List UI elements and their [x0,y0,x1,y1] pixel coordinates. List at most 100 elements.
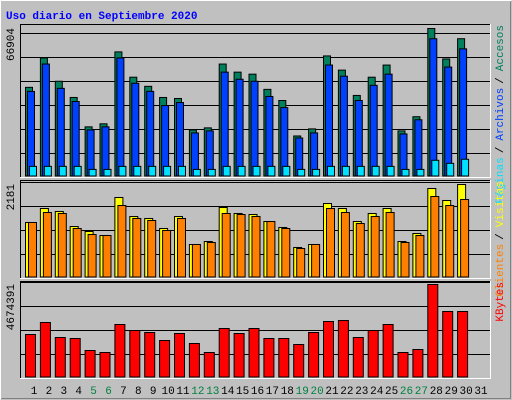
bar [416,168,425,177]
bar [39,322,51,378]
x-tick-label: 23 [355,386,368,398]
y-tick-label: 66904 [6,28,18,61]
bar [427,284,439,378]
x-tick-label: 28 [430,386,443,398]
bar [71,101,80,177]
bar [188,343,200,378]
legend-entry: KBytes [495,282,507,322]
bar [99,352,111,378]
bar [384,73,393,177]
x-tick-label: 3 [60,386,67,398]
x-tick-label: 12 [191,386,204,398]
bar [102,234,112,278]
bar [191,243,201,278]
bar [235,78,244,177]
bar [233,333,245,378]
bar [430,196,440,278]
bar [177,217,186,278]
bar [222,165,231,177]
plot-frame-dark [20,281,490,378]
x-tick-label: 15 [236,386,249,398]
bar [114,324,126,378]
bar [218,328,230,378]
bar [176,102,184,177]
x-tick-label: 6 [105,386,112,398]
bar [54,337,66,378]
bar [159,340,171,378]
bar [397,352,409,378]
bar [371,165,380,177]
x-tick-label: 20 [310,386,323,398]
bar [282,165,291,177]
bar [457,311,469,378]
bar [354,100,363,177]
bar [356,165,365,177]
bar [386,165,395,177]
bar [144,332,156,378]
chart-title: Uso diario en Septiembre 2020 [6,11,197,23]
bar [460,199,470,278]
bar [147,219,157,278]
legend-entry: Visitas [495,181,507,227]
bar [248,328,260,378]
x-tick-label: 11 [176,386,190,398]
x-tick-label: 10 [161,386,174,398]
bar [327,165,335,177]
plot-frame-dark [20,180,490,278]
x-tick-label: 17 [266,386,279,398]
x-tick-label: 27 [415,386,428,398]
bar [148,165,157,177]
legend-entry: Accesos [495,25,507,71]
bar [323,321,334,378]
bar [220,71,229,177]
bar [459,48,468,177]
bar [207,168,216,177]
bar [162,230,172,278]
bar [117,205,127,278]
bar [42,212,52,278]
bar [293,344,305,378]
x-tick-label: 22 [340,386,353,398]
bar [250,80,259,177]
y-tick-label: 4674391 [6,284,18,331]
bar [236,214,246,278]
bar [297,168,306,177]
bar [41,63,50,177]
bar [311,243,321,278]
bar [265,95,274,177]
bar [352,337,364,378]
bar [29,165,37,177]
x-tick-label: 5 [90,386,97,398]
bar [43,165,52,177]
bar [133,165,142,177]
bar [237,165,246,177]
x-tick-label: 13 [206,386,219,398]
bar [296,248,306,278]
x-tick-label: 26 [400,386,413,398]
plot-frame-dark [20,24,490,177]
x-tick-label: 30 [459,386,472,398]
bar [446,162,455,177]
bar [461,158,470,177]
bar [161,105,170,177]
bar [88,168,97,177]
x-tick-label: 31 [474,386,488,398]
bar [178,165,186,177]
plot-frame-light [20,281,491,379]
x-tick-label: 21 [325,386,339,398]
bar [27,90,35,177]
x-tick-label: 1 [31,386,38,398]
y-tick-label: 2181 [6,184,18,211]
plot-frame-light [20,24,491,178]
bar [412,349,424,378]
bar [118,165,127,177]
bar [414,119,423,177]
x-tick-label: 8 [135,386,142,398]
bar [69,338,81,378]
bar [129,330,141,378]
bar [103,168,112,177]
bar [72,228,82,278]
bar [84,350,96,378]
